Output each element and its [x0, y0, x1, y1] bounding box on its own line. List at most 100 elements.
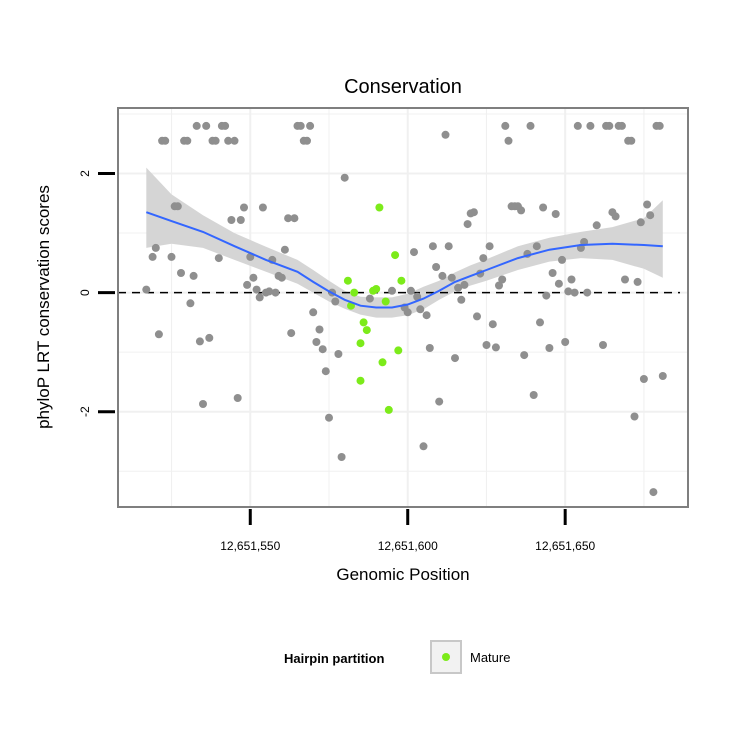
data-point — [435, 397, 444, 406]
data-point — [406, 286, 415, 295]
data-point — [252, 285, 261, 294]
data-point — [573, 121, 582, 130]
x-axis: 12,651,550 12,651,600 12,651,650 — [220, 509, 596, 553]
data-point-mature — [372, 285, 381, 293]
data-point — [403, 308, 412, 317]
data-point — [177, 269, 185, 277]
legend-label-mature: Mature — [470, 650, 510, 665]
data-point — [340, 173, 349, 182]
data-point — [183, 136, 192, 145]
data-point — [428, 242, 437, 251]
data-point-mature — [397, 276, 406, 285]
data-point — [230, 136, 239, 145]
data-point — [321, 367, 330, 376]
data-point-mature — [359, 318, 368, 327]
confidence-band — [146, 167, 663, 318]
data-point — [287, 329, 296, 338]
data-point — [646, 211, 655, 220]
data-point — [224, 136, 233, 145]
data-point — [280, 245, 289, 254]
data-point-mature — [356, 339, 365, 348]
y-tick-label: -2 — [78, 406, 92, 417]
data-point — [469, 208, 478, 217]
data-point — [413, 292, 422, 301]
data-point — [142, 285, 151, 294]
data-point — [501, 121, 510, 130]
data-point — [249, 273, 258, 282]
data-point — [532, 242, 541, 251]
y-tick-label: 2 — [78, 170, 92, 177]
data-point — [167, 252, 176, 261]
data-point — [542, 291, 551, 300]
data-point — [517, 206, 526, 215]
data-point — [460, 280, 469, 289]
panel-border — [117, 107, 689, 508]
data-point-mature — [381, 297, 390, 306]
data-point — [627, 136, 636, 145]
data-point — [583, 288, 592, 297]
data-point — [454, 283, 463, 292]
data-point — [315, 325, 324, 334]
data-point — [504, 136, 513, 145]
data-point — [457, 295, 466, 304]
chart-title: Conservation — [344, 76, 462, 98]
data-point — [306, 121, 315, 130]
data-point — [586, 121, 595, 130]
y-axis: -2 0 2 — [78, 170, 115, 417]
data-point — [416, 305, 425, 314]
data-point — [425, 344, 434, 352]
data-point — [422, 311, 431, 320]
data-point — [636, 218, 645, 227]
data-point — [271, 288, 280, 297]
data-point-mature — [362, 326, 371, 335]
y-tick-label: 0 — [78, 289, 92, 296]
data-point — [473, 312, 481, 321]
data-point — [561, 338, 570, 346]
data-point — [520, 351, 529, 360]
y-axis-title: phyloP LRT conservation scores — [34, 185, 53, 429]
data-point — [189, 271, 198, 280]
data-point — [227, 216, 236, 224]
legend-title: Hairpin partition — [284, 651, 384, 666]
data-point — [199, 400, 207, 408]
data-point — [325, 413, 333, 422]
data-point — [151, 243, 160, 252]
legend: Hairpin partition Mature — [284, 640, 510, 674]
data-point-mature — [378, 358, 387, 367]
data-point — [498, 275, 507, 284]
data-point — [186, 299, 195, 308]
data-point — [240, 203, 248, 212]
data-point-mature — [350, 288, 359, 297]
data-point — [558, 255, 566, 264]
data-point — [296, 121, 305, 130]
data-point — [334, 350, 343, 358]
data-point — [243, 280, 252, 289]
data-point — [551, 210, 560, 218]
data-point — [649, 488, 658, 497]
data-point — [605, 121, 614, 130]
data-point — [365, 294, 374, 303]
data-point — [444, 242, 453, 251]
data-point — [419, 442, 428, 451]
data-point — [485, 242, 494, 251]
data-point — [592, 221, 601, 230]
data-point — [192, 121, 201, 130]
data-point — [388, 286, 396, 295]
data-point — [554, 279, 563, 288]
data-point — [195, 337, 204, 346]
data-point-mature — [391, 251, 400, 260]
data-point — [617, 121, 626, 130]
data-point — [161, 136, 170, 145]
data-point — [438, 271, 447, 280]
data-point — [611, 212, 620, 221]
data-point — [441, 130, 450, 139]
data-point — [265, 287, 274, 296]
data-point — [621, 275, 629, 284]
data-point — [148, 252, 157, 261]
data-point — [284, 214, 293, 223]
data-point — [451, 354, 459, 363]
x-tick-label: 12,651,650 — [535, 539, 595, 553]
x-axis-title: Genomic Position — [336, 565, 469, 584]
data-point-mature — [356, 376, 365, 385]
